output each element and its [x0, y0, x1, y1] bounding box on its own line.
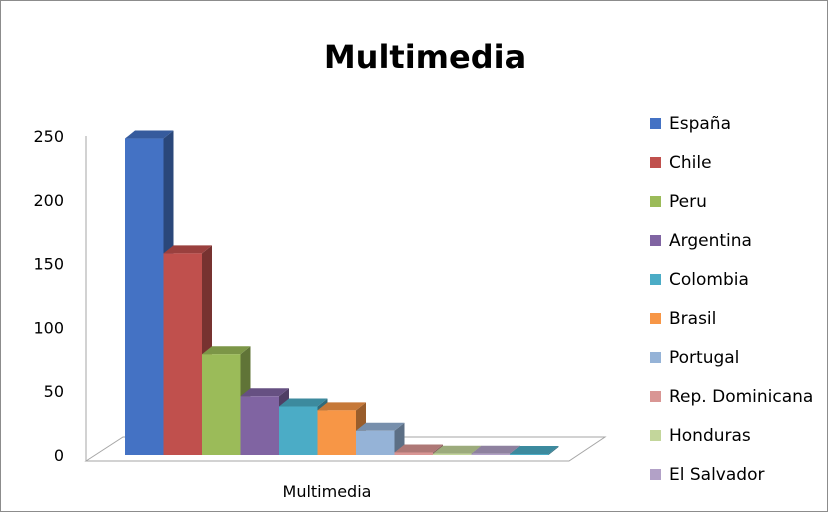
legend-swatch [650, 157, 661, 168]
legend-item: Peru [650, 192, 707, 212]
x-category-label: Multimedia [283, 482, 372, 501]
legend-item: Brasil [650, 309, 716, 329]
legend-item: España [650, 114, 731, 134]
bar-top [510, 446, 559, 454]
bar-front [163, 253, 202, 455]
legend-label: Portugal [669, 348, 739, 368]
bar [356, 422, 405, 455]
legend-swatch [650, 352, 661, 363]
y-tick-label: 0 [54, 446, 64, 465]
legend-label: Brasil [669, 309, 716, 329]
bar-top [240, 388, 289, 397]
bar-front [202, 354, 241, 455]
legend-label: Argentina [669, 231, 752, 251]
bar-front [471, 453, 510, 455]
bar-top [279, 398, 328, 407]
bar-top [125, 130, 174, 139]
legend-item: Chile [650, 153, 712, 173]
chart-title: Multimedia [324, 38, 526, 76]
bar-front [279, 406, 318, 455]
bar-top [163, 245, 212, 254]
legend-label: Peru [669, 192, 707, 212]
bar-front [510, 454, 549, 455]
legend-swatch [650, 274, 661, 285]
legend-swatch [650, 469, 661, 480]
bar-top [394, 444, 443, 453]
bar [510, 446, 559, 455]
y-tick-label: 250 [33, 127, 64, 146]
bar-front [125, 138, 164, 455]
legend-swatch [650, 430, 661, 441]
legend-item: Colombia [650, 270, 749, 290]
legend-label: Honduras [669, 426, 751, 446]
bar-top [356, 422, 405, 431]
legend-item: El Salvador [650, 465, 764, 485]
bar-front [433, 453, 472, 455]
legend-swatch [650, 235, 661, 246]
bar [240, 388, 289, 455]
legend-swatch [650, 118, 661, 129]
bar-top [202, 346, 251, 355]
y-tick-label: 100 [33, 318, 64, 337]
bar-top [433, 445, 482, 454]
legend-swatch [650, 196, 661, 207]
bar-top [471, 445, 520, 454]
legend-item: Portugal [650, 348, 739, 368]
y-tick-label: 200 [33, 191, 64, 210]
bar [125, 130, 174, 455]
bar-front [356, 430, 395, 455]
legend-label: Chile [669, 153, 712, 173]
bar-side [548, 446, 559, 455]
legend-label: España [669, 114, 731, 134]
bar-front [394, 452, 433, 455]
bar-front [317, 410, 356, 455]
y-tick-label: 50 [44, 382, 64, 401]
bar-top [317, 402, 366, 411]
legend-swatch [650, 313, 661, 324]
legend-item: Honduras [650, 426, 751, 446]
y-tick-label: 150 [33, 255, 64, 274]
legend-item: Argentina [650, 231, 752, 251]
bar-front [240, 396, 279, 455]
legend-label: Rep. Dominicana [669, 387, 813, 407]
legend-label: El Salvador [669, 465, 764, 485]
legend-label: Colombia [669, 270, 749, 290]
legend-item: Rep. Dominicana [650, 387, 813, 407]
legend-swatch [650, 391, 661, 402]
